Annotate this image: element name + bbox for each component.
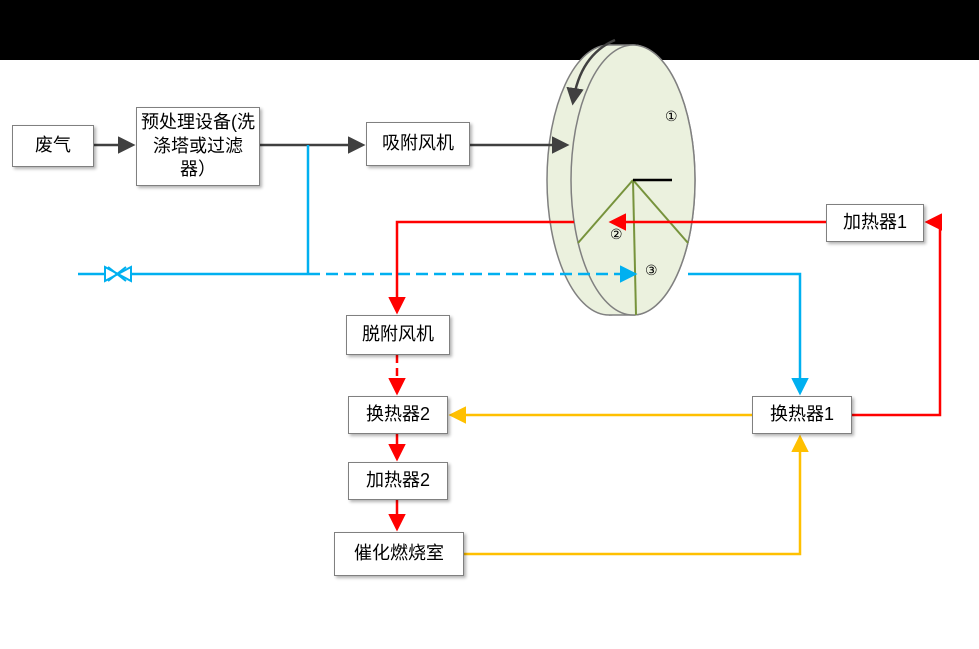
diagram-svg (0, 0, 979, 649)
node-pretreat: 预处理设备(洗涤塔或过滤器） (136, 107, 260, 186)
zone-label-text: ③ (645, 262, 658, 278)
zone-label-2: ② (610, 226, 623, 243)
node-label: 催化燃烧室 (354, 542, 444, 565)
edge-orange-combustion-hx1 (464, 438, 800, 554)
node-heater2: 加热器2 (348, 462, 448, 500)
node-ads-fan: 吸附风机 (366, 122, 470, 166)
node-hx1: 换热器1 (752, 396, 852, 434)
node-label: 加热器1 (843, 211, 907, 234)
node-heater1: 加热器1 (826, 204, 924, 242)
node-label: 换热器2 (366, 403, 430, 426)
node-combustion: 催化燃烧室 (334, 532, 464, 576)
node-desorb-fan: 脱附风机 (346, 315, 450, 355)
node-label: 加热器2 (366, 469, 430, 492)
zone-label-3: ③ (645, 262, 658, 279)
edge-red-hx1-heater1 (852, 222, 940, 415)
node-label: 预处理设备(洗涤塔或过滤器） (141, 111, 255, 181)
node-label: 吸附风机 (382, 132, 454, 155)
node-waste-gas: 废气 (12, 125, 94, 167)
zone-label-text: ② (610, 226, 623, 242)
node-label: 废气 (35, 134, 71, 157)
edge-red-wheel-desorbfan (397, 222, 574, 311)
node-label: 换热器1 (770, 403, 834, 426)
zone-label-1: ① (665, 108, 678, 125)
edge-blue-wheel-hx1 (688, 274, 800, 392)
node-hx2: 换热器2 (348, 396, 448, 434)
node-label: 脱附风机 (362, 323, 434, 346)
zone-label-text: ① (665, 108, 678, 124)
